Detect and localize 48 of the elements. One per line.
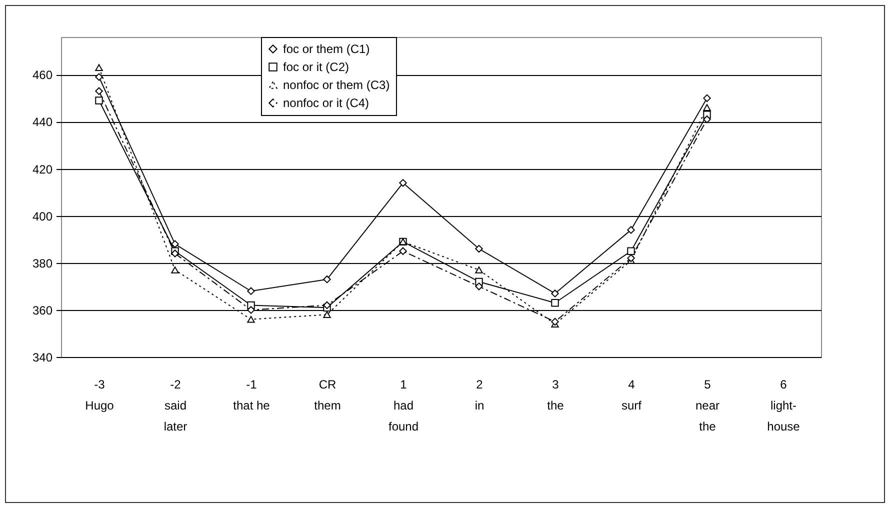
point (247, 306, 255, 314)
point (95, 96, 103, 104)
y-tick-label: 380 (32, 256, 53, 270)
point (399, 247, 407, 255)
legend-label: foc or them (C1) (283, 42, 370, 56)
point (475, 266, 483, 274)
point (323, 276, 331, 284)
x-tick-label: 2 in (474, 378, 484, 412)
point (95, 73, 103, 81)
point (551, 290, 559, 298)
x-tick-label: -2 said later (164, 378, 188, 434)
point (703, 94, 711, 102)
x-tick-label: 1 had found (388, 378, 419, 434)
point (323, 301, 331, 310)
point (247, 287, 255, 295)
y-tick-label: 420 (32, 162, 53, 176)
legend-label: nonfoc or them (C3) (283, 78, 390, 92)
y-tick-label: 400 (32, 209, 53, 224)
point (247, 316, 255, 323)
point (703, 116, 711, 124)
x-tick-label: 3 the (547, 378, 564, 412)
x-tick-label: -1 that he (233, 378, 270, 412)
point (171, 240, 179, 248)
point (171, 250, 179, 258)
x-tick-label: 6 light- house (767, 378, 800, 434)
point (703, 104, 711, 111)
x-tick-label: -3 Hugo (85, 378, 114, 412)
point (171, 266, 179, 274)
point (551, 299, 559, 307)
point (95, 87, 103, 95)
point (95, 64, 103, 71)
point (627, 254, 635, 262)
y-tick-label: 460 (32, 68, 53, 82)
point (475, 244, 483, 253)
x-tick-label: 4 surf (621, 378, 642, 412)
legend-label: nonfoc or it (C4) (283, 96, 370, 110)
point (551, 318, 559, 326)
y-tick-label: 440 (32, 115, 53, 130)
point (399, 179, 407, 187)
point (627, 247, 635, 255)
point (627, 226, 635, 234)
legend-label: foc or it (C2) (283, 60, 350, 74)
point (323, 311, 331, 318)
point (475, 282, 483, 290)
y-tick-label: 340 (32, 350, 53, 364)
y-tick-label: 360 (32, 303, 53, 318)
x-tick-label: CR them (314, 378, 341, 412)
x-tick-label: 5 near the (695, 378, 720, 434)
